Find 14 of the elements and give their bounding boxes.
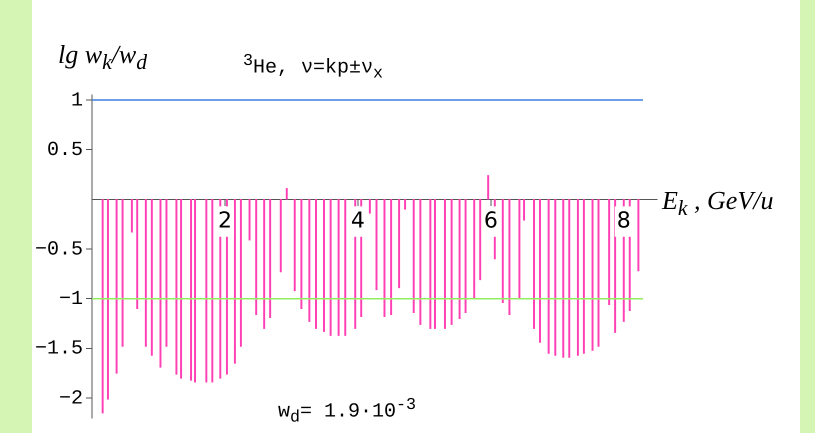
- y-tick-label: −2: [58, 387, 84, 410]
- chart-title: $^{3}$He, ν=kp±ν$_{x}$: [243, 52, 384, 84]
- y-tick-label: −1: [58, 288, 84, 312]
- x-tick-label: 2: [218, 208, 232, 234]
- x-tick-label: 4: [350, 208, 365, 234]
- x-tick-label: 8: [616, 208, 631, 234]
- y-tick-label: −0.5: [34, 238, 84, 262]
- x-axis-title: E$_{k}$ , GeV/u: [662, 186, 774, 222]
- annotation: w$_{d}$= 1.9·10$^{-3}$: [278, 396, 416, 428]
- y-tick-label: 1: [70, 89, 84, 112]
- x-tick-label: 6: [484, 208, 498, 234]
- y-tick-label: −1.5: [34, 338, 84, 361]
- y-tick-label: 0.5: [46, 138, 84, 162]
- y-axis-title: lg w$_{k}$/w$_{d}$: [58, 40, 148, 76]
